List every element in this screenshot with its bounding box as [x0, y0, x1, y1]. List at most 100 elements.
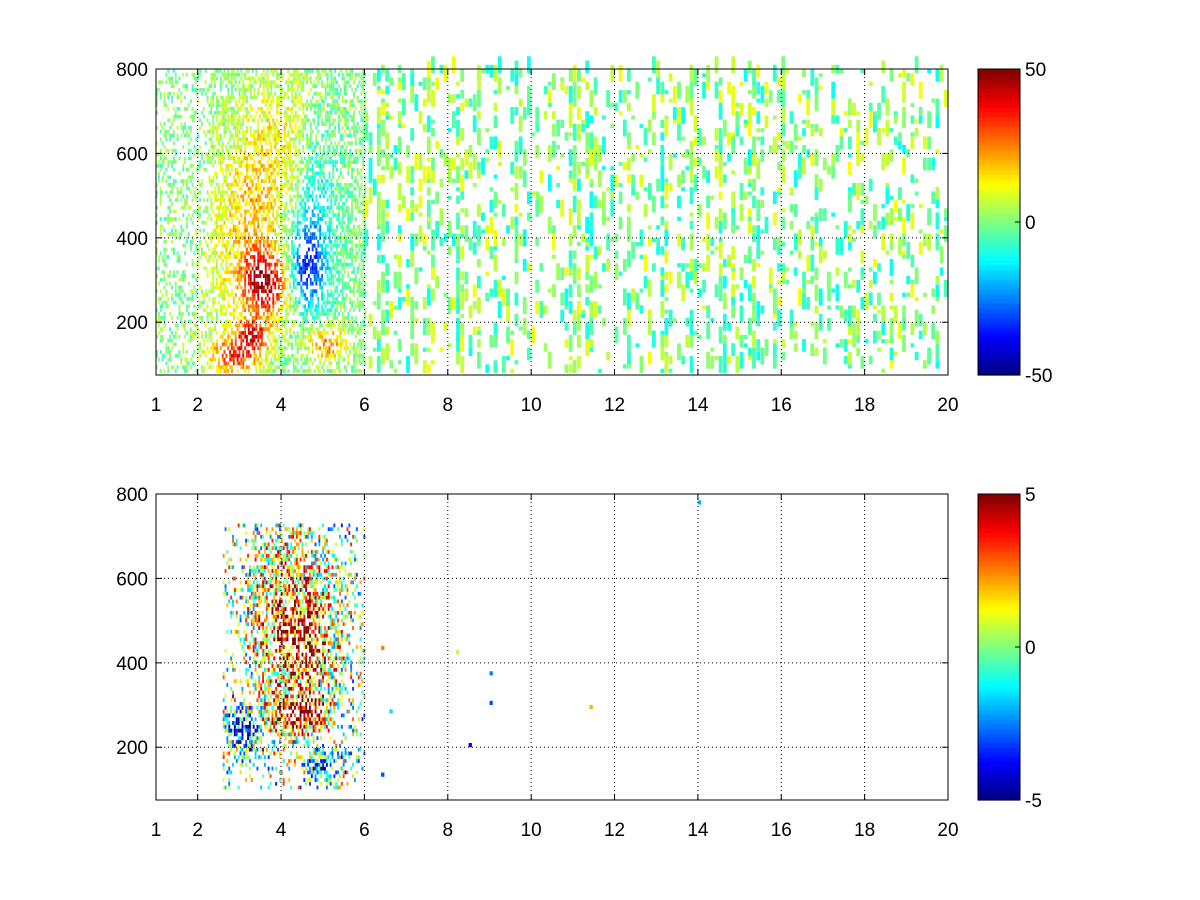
heatmap-cell	[253, 232, 256, 237]
heatmap-cell	[376, 85, 381, 91]
heatmap-cell	[176, 133, 179, 138]
heatmap-cell	[210, 129, 213, 134]
heatmap-cell	[309, 69, 312, 73]
heatmap-cell	[477, 275, 481, 289]
heatmap-cell	[223, 69, 226, 73]
heatmap-cell	[322, 255, 325, 259]
heatmap-cell	[247, 220, 250, 225]
heatmap-cell	[410, 166, 415, 183]
heatmap-cell	[296, 194, 299, 199]
heatmap-cell	[349, 99, 352, 104]
heatmap-cell	[262, 239, 265, 244]
heatmap-cell	[319, 156, 322, 161]
heatmap-cell	[493, 322, 498, 335]
heatmap-cell	[246, 164, 248, 168]
heatmap-cell	[330, 133, 333, 138]
heatmap-cell	[257, 179, 260, 183]
heatmap-cell	[339, 224, 342, 229]
heatmap-cell	[201, 156, 203, 161]
heatmap-cell	[281, 156, 284, 161]
heatmap-cell	[356, 327, 359, 332]
heatmap-cell	[214, 198, 216, 202]
heatmap-cell	[514, 107, 519, 116]
heatmap-cell	[225, 224, 228, 229]
heatmap-cell	[266, 167, 269, 172]
heatmap-cell	[345, 99, 348, 104]
heatmap-cell	[289, 126, 292, 130]
heatmap-cell	[326, 145, 329, 149]
heatmap-cell	[279, 338, 282, 343]
heatmap-cell	[279, 308, 282, 313]
heatmap-cell	[189, 334, 192, 339]
heatmap-cell	[171, 160, 173, 164]
heatmap-cell	[268, 369, 271, 373]
heatmap-cell	[171, 84, 173, 88]
heatmap-cell	[556, 199, 560, 209]
heatmap-cell	[560, 267, 565, 281]
heatmap-cell	[585, 111, 590, 129]
heatmap-cell	[351, 171, 353, 176]
heatmap-cell	[157, 323, 160, 328]
heatmap-cell	[186, 236, 188, 240]
heatmap-cell	[259, 107, 262, 111]
heatmap-cell	[401, 296, 406, 302]
heatmap-cell	[236, 369, 239, 373]
heatmap-cell	[216, 262, 218, 267]
heatmap-cell	[353, 133, 355, 138]
heatmap-cell	[178, 156, 181, 161]
heatmap-cell	[477, 258, 481, 268]
heatmap-cell	[251, 293, 254, 297]
heatmap-cell	[253, 270, 256, 275]
heatmap-cell	[338, 300, 340, 305]
heatmap-cell	[193, 88, 196, 92]
heatmap-cell	[216, 251, 218, 256]
heatmap-cell	[354, 334, 357, 339]
heatmap-cell	[535, 145, 540, 158]
heatmap-cell	[249, 133, 252, 138]
heatmap-cell	[210, 103, 213, 107]
heatmap-cell	[174, 209, 177, 214]
heatmap-cell	[277, 110, 280, 115]
heatmap-cell	[231, 205, 233, 210]
heatmap-cell	[208, 194, 211, 199]
heatmap-cell	[289, 308, 292, 313]
heatmap-cell	[174, 342, 177, 347]
heatmap-cell	[253, 91, 256, 96]
heatmap-cell	[236, 167, 239, 172]
heatmap-cell	[266, 205, 269, 210]
heatmap-cell	[389, 77, 394, 86]
heatmap-cell	[219, 110, 222, 115]
heatmap-cell	[287, 141, 290, 145]
heatmap-cell	[343, 308, 346, 313]
heatmap-cell	[302, 334, 305, 339]
heatmap-cell	[238, 236, 241, 240]
heatmap-cell	[311, 232, 314, 237]
heatmap-cell	[156, 350, 158, 354]
heatmap-cell	[238, 171, 241, 176]
heatmap-cell	[281, 262, 284, 267]
heatmap-cell	[577, 178, 581, 192]
heatmap-cell	[169, 76, 171, 81]
heatmap-cell	[238, 202, 241, 206]
heatmap-cell	[345, 190, 348, 195]
heatmap-cell	[376, 69, 381, 82]
heatmap-cell	[225, 217, 228, 221]
heatmap-cell	[311, 262, 314, 267]
heatmap-cell	[334, 202, 337, 206]
heatmap-cell	[334, 133, 337, 138]
heatmap-cell	[279, 118, 282, 123]
heatmap-cell	[339, 152, 342, 157]
heatmap-cell	[242, 266, 245, 271]
heatmap-cell	[212, 304, 215, 309]
heatmap-cell	[452, 157, 456, 171]
heatmap-cell	[354, 133, 357, 138]
heatmap-cell	[249, 198, 252, 202]
heatmap-cell	[270, 342, 273, 347]
heatmap-cell	[277, 167, 280, 172]
heatmap-cell	[261, 145, 263, 149]
heatmap-cell	[493, 334, 498, 340]
heatmap-cell	[291, 80, 293, 85]
heatmap-cell	[313, 205, 316, 210]
heatmap-cell	[272, 308, 275, 313]
heatmap-cell	[216, 331, 218, 335]
